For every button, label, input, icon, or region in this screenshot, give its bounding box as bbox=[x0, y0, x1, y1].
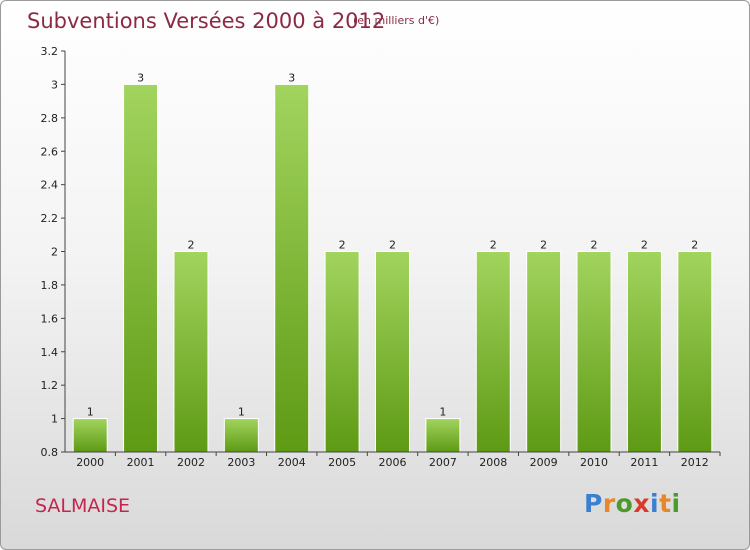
data-label-2001: 3 bbox=[137, 71, 144, 84]
bar-2004 bbox=[274, 83, 310, 453]
data-label-2000: 1 bbox=[87, 406, 94, 419]
y-tick-label: 2 bbox=[51, 246, 58, 259]
data-label-2002: 2 bbox=[187, 239, 194, 252]
x-tick-label: 2003 bbox=[227, 456, 255, 469]
bar-2011 bbox=[626, 251, 662, 453]
data-label-2006: 2 bbox=[389, 239, 396, 252]
chart-subtitle: (en milliers d'€) bbox=[353, 14, 440, 27]
y-tick-label: 3.2 bbox=[41, 45, 59, 58]
x-tick-label: 2009 bbox=[530, 456, 558, 469]
logo-letter: x bbox=[633, 489, 650, 518]
x-tick-label: 2001 bbox=[127, 456, 155, 469]
bar-2010 bbox=[576, 251, 612, 453]
logo-letter: i bbox=[671, 489, 681, 518]
bar-2008 bbox=[475, 251, 511, 453]
y-tick-label: 1 bbox=[51, 413, 58, 426]
bar-2006 bbox=[375, 251, 410, 453]
commune-name: SALMAISE bbox=[35, 495, 131, 517]
data-label-2009: 2 bbox=[540, 239, 547, 252]
data-label-2012: 2 bbox=[691, 239, 698, 252]
logo-letter: o bbox=[615, 489, 634, 518]
chart-title: Subventions Versées 2000 à 2012 bbox=[27, 9, 386, 33]
logo-letter: P bbox=[584, 489, 603, 518]
x-tick-label: 2004 bbox=[278, 456, 306, 469]
y-tick-label: 3 bbox=[51, 78, 58, 91]
data-label-2008: 2 bbox=[490, 239, 497, 252]
y-tick-label: 2.2 bbox=[41, 212, 59, 225]
bar-2009 bbox=[526, 251, 562, 453]
data-label-2010: 2 bbox=[591, 239, 598, 252]
y-tick-label: 1.6 bbox=[41, 312, 59, 325]
data-label-2004: 3 bbox=[288, 71, 295, 84]
y-tick-label: 2.8 bbox=[41, 112, 59, 125]
x-tick-label: 2000 bbox=[76, 456, 104, 469]
y-tick-label: 1.8 bbox=[41, 279, 59, 292]
data-label-2007: 1 bbox=[439, 406, 446, 419]
x-tick-label: 2012 bbox=[681, 456, 709, 469]
proxiti-logo: Proxiti bbox=[584, 489, 681, 518]
bar-2005 bbox=[324, 251, 360, 453]
bar-2000 bbox=[72, 418, 108, 453]
x-tick-label: 2007 bbox=[429, 456, 457, 469]
x-tick-label: 2011 bbox=[630, 456, 658, 469]
data-label-2003: 1 bbox=[238, 406, 245, 419]
data-label-2011: 2 bbox=[641, 239, 648, 252]
y-tick-label: 0.8 bbox=[41, 446, 59, 459]
x-tick-label: 2006 bbox=[379, 456, 407, 469]
bar-2001 bbox=[123, 83, 159, 453]
logo-letter: t bbox=[659, 489, 672, 518]
y-tick-label: 1.4 bbox=[41, 346, 59, 359]
logo-letter: i bbox=[650, 489, 660, 518]
bar-2012 bbox=[677, 251, 713, 453]
x-tick-label: 2008 bbox=[479, 456, 507, 469]
y-tick-label: 1.2 bbox=[41, 379, 59, 392]
logo-letter: r bbox=[602, 489, 616, 518]
x-tick-label: 2005 bbox=[328, 456, 356, 469]
x-tick-label: 2010 bbox=[580, 456, 608, 469]
bar-2002 bbox=[173, 251, 209, 453]
y-tick-label: 2.6 bbox=[41, 145, 59, 158]
bar-2003 bbox=[223, 418, 259, 453]
y-tick-label: 2.4 bbox=[41, 179, 59, 192]
data-label-2005: 2 bbox=[339, 239, 346, 252]
bar-2007 bbox=[425, 418, 461, 453]
x-tick-label: 2002 bbox=[177, 456, 205, 469]
